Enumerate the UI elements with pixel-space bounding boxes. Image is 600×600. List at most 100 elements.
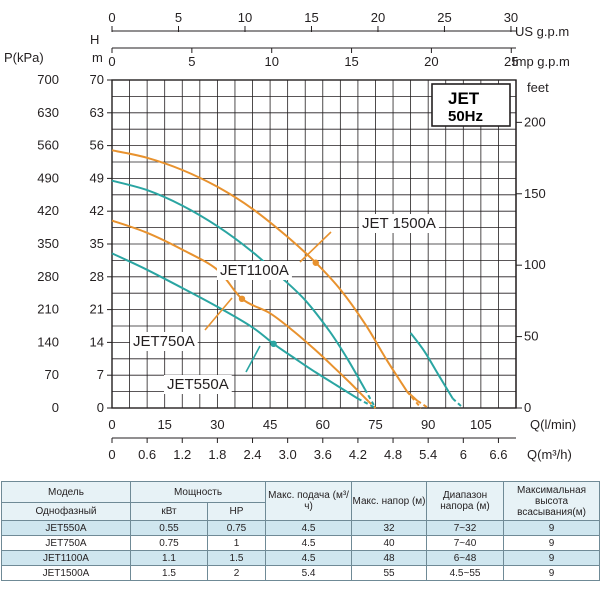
m3h-tick-label: 0.6	[138, 447, 156, 462]
us-gpm-tick-label: 5	[175, 10, 182, 25]
cell-max-flow: 4.5	[265, 520, 353, 536]
cell-head-range: 7~40	[426, 535, 505, 551]
imp-gpm-tick-label: 10	[264, 54, 278, 69]
head-tick-label: 63	[90, 105, 104, 120]
m3h-tick-label: 3.0	[279, 447, 297, 462]
pump-spec-table: Модель Мощность Макс. подача (м³/ч) Макс…	[1, 481, 600, 581]
m3h-axis-label: Q(m³/h)	[527, 447, 572, 462]
m3h-tick-label: 1.8	[208, 447, 226, 462]
cell-model: JET550A	[1, 520, 131, 536]
lpm-axis-label: Q(l/min)	[530, 417, 576, 432]
curve-extra-dashed-tail	[417, 400, 429, 409]
cell-hp: 1	[206, 535, 267, 551]
lpm-tick-label: 60	[316, 417, 330, 432]
cell-max-suction: 9	[503, 550, 600, 566]
us-gpm-tick-label: 25	[437, 10, 451, 25]
pressure-axis-label: P(kPa)	[4, 50, 44, 65]
label-jet1100a: JET1100A	[220, 262, 289, 279]
cell-max-suction: 9	[503, 535, 600, 551]
curve-jet750a	[111, 219, 370, 403]
pressure-tick-label: 70	[45, 367, 59, 382]
cell-max-head: 55	[351, 565, 428, 581]
lpm-tick-label: 30	[210, 417, 224, 432]
cell-model: JET750A	[1, 535, 131, 551]
us-gpm-tick-label: 20	[371, 10, 385, 25]
header-power: Мощность	[129, 481, 267, 503]
marker-jet1500a	[312, 259, 319, 266]
marker-jet750a	[238, 295, 246, 303]
cell-hp: 0.75	[206, 520, 267, 536]
m3h-tick-label: 0	[108, 447, 115, 462]
header-head-range: Диапазон напора (м)	[426, 481, 505, 521]
us-gpm-tick-label: 10	[238, 10, 252, 25]
pressure-tick-label: 280	[37, 269, 59, 284]
m3h-tick-label: 3.6	[314, 447, 332, 462]
m3h-tick-label: 2.4	[243, 447, 261, 462]
us-gpm-tick-label: 15	[304, 10, 318, 25]
cell-head-range: 7~32	[426, 520, 505, 536]
header-max-suction: Максимальная высота всасывания(м)	[503, 481, 600, 521]
curve-extra	[406, 390, 419, 402]
pressure-tick-label: 0	[52, 400, 59, 415]
label-jet550a: JET550A	[167, 376, 229, 393]
cell-model: JET1500A	[1, 565, 131, 581]
us-gpm-tick-label: 0	[108, 10, 115, 25]
lpm-tick-label: 15	[157, 417, 171, 432]
table-row: JET550A 0.55 0.75 4.5 32 7~32 9	[1, 520, 600, 536]
cell-hp: 2	[206, 565, 267, 581]
cell-max-head: 40	[351, 535, 428, 551]
model-badge	[431, 83, 511, 127]
cell-max-flow: 4.5	[265, 535, 353, 551]
label-background	[130, 332, 198, 351]
cell-hp: 1.5	[206, 550, 267, 566]
curve-jet1100a-dashed-tail	[364, 388, 377, 409]
cell-head-range: 6~48	[426, 550, 505, 566]
table-row: JET1100A 1.1 1.5 4.5 48 6~48 9	[1, 550, 600, 566]
feet-tick-label: 50	[524, 329, 538, 344]
header-model: Модель	[1, 481, 131, 503]
imp-gpm-axis-label: Imp g.p.m	[512, 54, 570, 69]
cell-max-suction: 9	[503, 520, 600, 536]
cell-kw: 1.1	[130, 550, 208, 566]
pressure-tick-label: 700	[37, 72, 59, 87]
cell-kw: 0.55	[130, 520, 208, 536]
feet-axis-label: feet	[527, 80, 549, 95]
chart-curves	[111, 149, 464, 409]
feet-tick-label: 150	[524, 186, 546, 201]
header-type: Однофазный	[1, 502, 131, 521]
label-background	[217, 261, 292, 280]
curve-jet750a-dashed-tail	[367, 400, 377, 409]
badge-series-label: JET	[448, 89, 480, 108]
imp-gpm-tick-label: 5	[188, 54, 195, 69]
header-hp: HP	[206, 502, 267, 521]
pressure-tick-label: 560	[37, 138, 59, 153]
head-tick-label: 14	[90, 334, 104, 349]
badge-frequency-label: 50Hz	[448, 108, 483, 125]
cell-kw: 0.75	[130, 535, 208, 551]
m3h-tick-label: 4.2	[349, 447, 367, 462]
lpm-tick-label: 0	[108, 417, 115, 432]
cell-model: JET1100A	[1, 550, 131, 566]
curve-jet550a	[111, 252, 359, 400]
label-background	[164, 375, 232, 394]
us-gpm-axis-label: US g.p.m	[515, 24, 569, 39]
lpm-tick-label: 45	[263, 417, 277, 432]
m3h-tick-label: 5.4	[419, 447, 437, 462]
imp-gpm-tick-label: 20	[424, 54, 438, 69]
curve-jet1500a	[111, 149, 408, 393]
cell-max-flow: 4.5	[265, 550, 353, 566]
curve-extra	[409, 332, 454, 400]
leader-jet1500a	[299, 231, 332, 263]
pressure-tick-label: 350	[37, 236, 59, 251]
label-jet750a: JET750A	[133, 333, 195, 350]
cell-kw: 1.5	[130, 565, 208, 581]
header-max-head: Макс. напор (м)	[351, 481, 428, 521]
head-tick-label: 0	[97, 400, 104, 415]
chart-labels: JET 1500A JET1100A JET750A JET550A	[130, 214, 439, 394]
lpm-tick-label: 75	[368, 417, 382, 432]
m3h-tick-label: 1.2	[173, 447, 191, 462]
pressure-tick-label: 420	[37, 203, 59, 218]
pressure-tick-label: 210	[37, 302, 59, 317]
